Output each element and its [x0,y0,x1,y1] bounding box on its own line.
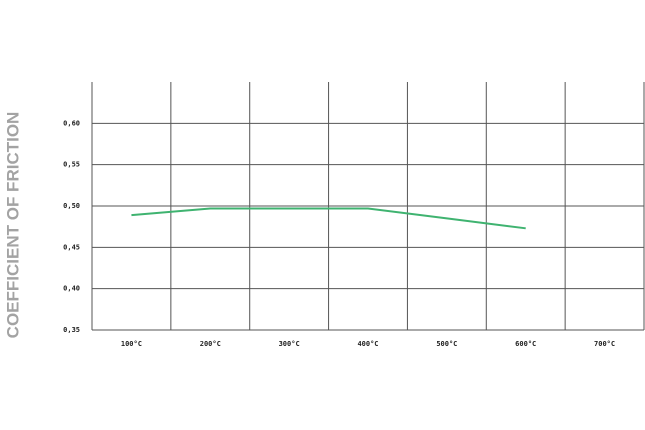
data-line [131,207,526,230]
y-tick-label: 0,40 [63,285,80,293]
y-axis-label: COEFFICIENT OF FRICTION [3,112,22,339]
x-tick-label: 600°C [515,340,536,348]
x-tick-label: 700°C [594,340,615,348]
y-tick-label: 0,45 [63,243,80,251]
x-tick-label: 300°C [279,340,300,348]
x-tick-label: 500°C [436,340,457,348]
x-tick-label: 200°C [200,340,221,348]
y-tick-label: 0,55 [63,161,80,169]
y-tick-label: 0,35 [63,326,80,334]
y-tick-label: 0,50 [63,202,80,210]
y-tick-label: 0,60 [63,119,80,127]
x-tick-label: 100°C [121,340,142,348]
x-tick-label: 400°C [357,340,378,348]
